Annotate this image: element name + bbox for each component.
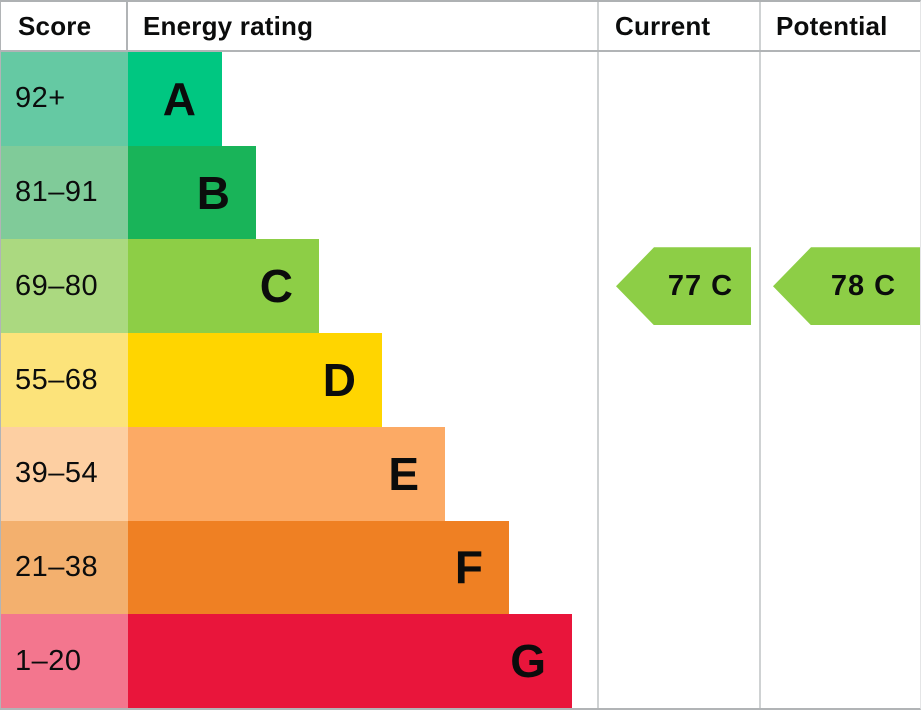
chart-header-row: Score Energy rating Current Potential xyxy=(1,2,920,52)
band-row-d: 55–68 D xyxy=(1,333,597,427)
potential-arrow-label: 78 C xyxy=(830,269,897,302)
header-score: Score xyxy=(1,2,128,50)
band-bar: C xyxy=(128,239,319,334)
score-cell: 21–38 xyxy=(1,520,128,615)
band-row-g: 1–20 G xyxy=(1,614,597,708)
chart-body: 92+ A 81–91 B 69–80 C 55–68 D 39–54 E 21… xyxy=(1,52,920,708)
band-bar: F xyxy=(128,520,509,615)
current-arrow: 77 C xyxy=(616,247,751,326)
band-bar: A xyxy=(128,52,222,146)
score-cell: 92+ xyxy=(1,52,128,146)
score-cell: 69–80 xyxy=(1,239,128,334)
score-cell: 1–20 xyxy=(1,614,128,708)
potential-column: 78 C xyxy=(759,52,920,708)
band-row-f: 21–38 F xyxy=(1,520,597,615)
band-bar: G xyxy=(128,614,572,708)
band-row-c: 69–80 C xyxy=(1,239,597,334)
bands-column: 92+ A 81–91 B 69–80 C 55–68 D 39–54 E 21… xyxy=(1,52,597,708)
current-arrow-label: 77 C xyxy=(667,269,734,302)
band-row-a: 92+ A xyxy=(1,52,597,146)
band-bar: E xyxy=(128,426,445,521)
band-row-e: 39–54 E xyxy=(1,426,597,521)
potential-arrow: 78 C xyxy=(773,247,920,326)
header-energy-rating: Energy rating xyxy=(143,10,314,41)
score-cell: 55–68 xyxy=(1,333,128,427)
score-cell: 39–54 xyxy=(1,426,128,521)
band-bar: B xyxy=(128,145,256,240)
band-row-b: 81–91 B xyxy=(1,145,597,240)
header-potential: Potential xyxy=(759,2,920,50)
current-column: 77 C xyxy=(597,52,759,708)
score-cell: 81–91 xyxy=(1,145,128,240)
header-current: Current xyxy=(597,2,759,50)
band-bar: D xyxy=(128,333,382,427)
